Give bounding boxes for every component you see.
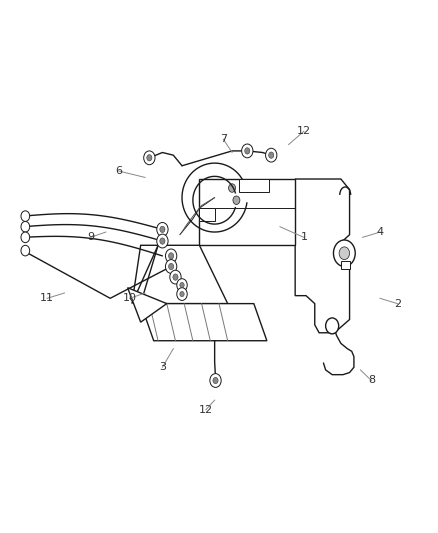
Circle shape: [213, 377, 218, 384]
Circle shape: [157, 222, 168, 236]
Text: 7: 7: [220, 134, 227, 144]
Circle shape: [180, 292, 184, 297]
Polygon shape: [199, 179, 295, 245]
Polygon shape: [341, 261, 350, 269]
Circle shape: [160, 238, 165, 244]
Circle shape: [210, 374, 221, 387]
Circle shape: [180, 282, 184, 288]
Polygon shape: [239, 179, 269, 192]
Circle shape: [325, 318, 339, 334]
Circle shape: [246, 184, 253, 192]
Circle shape: [21, 245, 30, 256]
Text: 2: 2: [394, 298, 401, 309]
Circle shape: [144, 151, 155, 165]
Polygon shape: [295, 179, 350, 333]
Circle shape: [233, 196, 240, 205]
Text: 12: 12: [297, 126, 311, 136]
Circle shape: [177, 288, 187, 301]
Text: 9: 9: [87, 232, 94, 243]
Circle shape: [169, 263, 174, 270]
Text: 4: 4: [377, 227, 384, 237]
Text: 1: 1: [300, 232, 307, 243]
Circle shape: [21, 221, 30, 232]
Polygon shape: [132, 245, 158, 304]
Polygon shape: [199, 208, 215, 221]
Circle shape: [166, 249, 177, 263]
Circle shape: [160, 226, 165, 232]
Text: 8: 8: [368, 375, 375, 385]
Circle shape: [333, 240, 355, 266]
Circle shape: [268, 152, 274, 158]
Circle shape: [157, 234, 168, 248]
Circle shape: [265, 148, 277, 162]
Circle shape: [229, 184, 236, 192]
Text: 3: 3: [159, 362, 166, 372]
Circle shape: [339, 247, 350, 260]
Text: 12: 12: [199, 405, 213, 415]
Text: 6: 6: [115, 166, 122, 176]
Polygon shape: [141, 245, 228, 304]
Circle shape: [245, 148, 250, 154]
Polygon shape: [141, 304, 267, 341]
Circle shape: [169, 253, 174, 259]
Circle shape: [147, 155, 152, 161]
Circle shape: [21, 232, 30, 243]
Circle shape: [21, 211, 30, 221]
Circle shape: [166, 260, 177, 273]
Circle shape: [242, 144, 253, 158]
Circle shape: [173, 274, 178, 280]
Circle shape: [170, 270, 181, 284]
Polygon shape: [127, 288, 167, 322]
Circle shape: [177, 279, 187, 292]
Text: 10: 10: [123, 293, 137, 303]
Text: 11: 11: [40, 293, 54, 303]
